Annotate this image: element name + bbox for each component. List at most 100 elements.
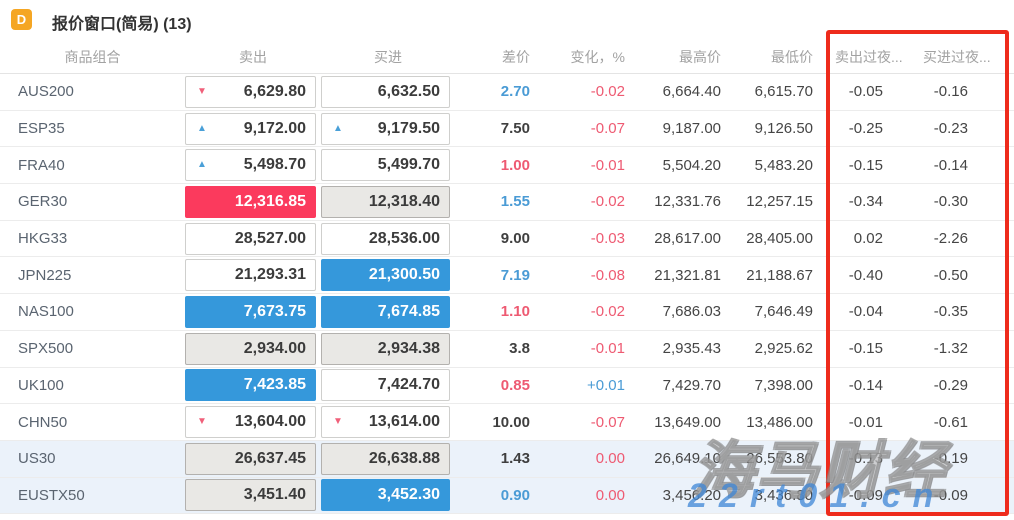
sell-overnight-value: -0.40 <box>848 266 883 284</box>
spread-value: 7.19 <box>500 266 530 284</box>
buy-price-button[interactable]: 12,318.40 <box>321 185 450 218</box>
buy-price-button[interactable]: 5,499.70 <box>321 149 450 182</box>
symbol-label: JPN225 <box>18 266 72 284</box>
sell-price-value: 21,293.31 <box>234 266 306 284</box>
buy-price-button[interactable]: 28,536.00 <box>321 222 450 255</box>
sell-price-button[interactable]: 3,451.40 <box>185 479 316 512</box>
buy-price-button[interactable]: 2,934.38 <box>321 332 450 365</box>
symbol-label: GER30 <box>18 193 68 211</box>
column-header-buy[interactable]: 买进 <box>374 48 402 65</box>
change-value: -0.02 <box>590 83 625 101</box>
buy-price-value: 26,638.88 <box>368 449 440 467</box>
sell-price-button[interactable]: ▼ 6,629.80 <box>185 75 316 108</box>
sell-cell-wrap: ▲ 5,498.70 <box>185 149 321 182</box>
buy-price-button[interactable]: ▲ 9,179.50 <box>321 112 450 145</box>
sell-overnight-value: -0.05 <box>848 83 883 101</box>
buy-overnight-value: -0.19 <box>933 450 968 468</box>
buy-price-button[interactable]: 3,452.30 <box>321 479 450 512</box>
buy-price-value: 28,536.00 <box>368 229 440 247</box>
sell-price-button[interactable]: 7,423.85 <box>185 369 316 402</box>
sell-price-button[interactable]: 21,293.31 <box>185 259 316 292</box>
sell-price-value: 9,172.00 <box>243 119 306 137</box>
spread-value: 2.70 <box>500 83 530 101</box>
column-header-spread[interactable]: 差价 <box>502 48 530 65</box>
symbol-label: NAS100 <box>18 303 74 321</box>
down-arrow-icon: ▼ <box>197 416 207 428</box>
change-value: -0.02 <box>590 193 625 211</box>
buy-price-button[interactable]: 6,632.50 <box>321 75 450 108</box>
spread-value: 0.90 <box>500 486 530 504</box>
buy-price-button[interactable]: 7,674.85 <box>321 295 450 328</box>
table-row[interactable]: SPX500 2,934.00 2,934.38 3.8 -0.01 2,935… <box>0 330 1014 368</box>
window-titlebar: D 报价窗口(简易) (13) <box>0 0 1014 40</box>
low-value: 21,188.67 <box>746 266 813 284</box>
table-row[interactable]: JPN225 21,293.31 21,300.50 7.19 -0.08 21… <box>0 257 1014 295</box>
change-value: -0.03 <box>590 230 625 248</box>
buy-price-button[interactable]: ▼ 13,614.00 <box>321 406 450 439</box>
sell-cell-wrap: 12,316.85 <box>185 185 321 218</box>
table-header: 商品组合 卖出 买进 差价 变化，% 最高价 最低价 卖出过夜... 买进过夜.… <box>0 40 1014 74</box>
sell-cell-wrap: 26,637.45 <box>185 442 321 475</box>
table-row[interactable]: NAS100 7,673.75 7,674.85 1.10 -0.02 7,68… <box>0 294 1014 331</box>
sell-cell-wrap: ▼ 13,604.00 <box>185 406 321 439</box>
sell-overnight-value: 0.02 <box>853 230 883 248</box>
buy-cell-wrap: ▼ 13,614.00 <box>321 406 455 439</box>
column-header-buy-overnight[interactable]: 买进过夜... <box>923 48 991 65</box>
low-value: 28,405.00 <box>746 230 813 248</box>
change-value: +0.01 <box>587 376 625 394</box>
table-row[interactable]: CHN50 ▼ 13,604.00 ▼ 13,614.00 10.00 -0.0… <box>0 404 1014 441</box>
table-row[interactable]: HKG33 28,527.00 28,536.00 9.00 -0.03 28,… <box>0 220 1014 258</box>
column-header-low[interactable]: 最低价 <box>771 48 813 65</box>
change-value: -0.02 <box>590 303 625 321</box>
low-value: 9,126.50 <box>754 120 813 138</box>
column-header-high[interactable]: 最高价 <box>679 48 721 65</box>
table-row[interactable]: US30 26,637.45 26,638.88 1.43 0.00 26,64… <box>0 440 1014 478</box>
table-row[interactable]: AUS200 ▼ 6,629.80 6,632.50 2.70 -0.02 6,… <box>0 74 1014 111</box>
sell-price-button[interactable]: 2,934.00 <box>185 332 316 365</box>
down-arrow-icon: ▼ <box>197 85 207 97</box>
low-value: 6,615.70 <box>754 83 813 101</box>
table-row[interactable]: ESP35 ▲ 9,172.00 ▲ 9,179.50 7.50 -0.07 9… <box>0 110 1014 148</box>
table-row[interactable]: FRA40 ▲ 5,498.70 5,499.70 1.00 -0.01 5,5… <box>0 147 1014 185</box>
sell-price-button[interactable]: ▲ 9,172.00 <box>185 112 316 145</box>
buy-overnight-value: -2.26 <box>933 230 968 248</box>
column-header-change[interactable]: 变化，% <box>570 48 625 65</box>
sell-price-button[interactable]: 12,316.85 <box>185 185 316 218</box>
column-header-sell-overnight[interactable]: 卖出过夜... <box>835 48 903 65</box>
spread-value: 3.8 <box>509 340 530 358</box>
buy-cell-wrap: 7,674.85 <box>321 295 455 328</box>
change-value: -0.07 <box>590 120 625 138</box>
low-value: 26,553.80 <box>746 450 813 468</box>
sell-price-button[interactable]: 7,673.75 <box>185 295 316 328</box>
high-value: 26,649.10 <box>654 450 721 468</box>
high-value: 2,935.43 <box>662 340 721 358</box>
sell-price-value: 6,629.80 <box>243 82 306 100</box>
sell-price-button[interactable]: ▼ 13,604.00 <box>185 406 316 439</box>
sell-price-button[interactable]: 28,527.00 <box>185 222 316 255</box>
sell-price-button[interactable]: 26,637.45 <box>185 442 316 475</box>
buy-price-button[interactable]: 26,638.88 <box>321 442 450 475</box>
sell-cell-wrap: ▲ 9,172.00 <box>185 112 321 145</box>
spread-value: 1.10 <box>500 303 530 321</box>
buy-price-button[interactable]: 7,424.70 <box>321 369 450 402</box>
buy-price-button[interactable]: 21,300.50 <box>321 259 450 292</box>
high-value: 7,686.03 <box>662 303 721 321</box>
table-row[interactable]: UK100 7,423.85 7,424.70 0.85 +0.01 7,429… <box>0 367 1014 405</box>
symbol-label: HKG33 <box>18 230 68 248</box>
buy-overnight-value: -0.50 <box>933 266 968 284</box>
buy-price-value: 21,300.50 <box>368 266 440 284</box>
column-header-sell[interactable]: 卖出 <box>239 48 267 65</box>
table-row[interactable]: EUSTX50 3,451.40 3,452.30 0.90 0.00 3,45… <box>0 477 1014 515</box>
sell-price-button[interactable]: ▲ 5,498.70 <box>185 149 316 182</box>
sell-cell-wrap: 7,423.85 <box>185 369 321 402</box>
sell-overnight-value: -0.01 <box>848 413 883 431</box>
table-row[interactable]: GER30 12,316.85 12,318.40 1.55 -0.02 12,… <box>0 184 1014 221</box>
column-header-symbol[interactable]: 商品组合 <box>64 48 121 65</box>
spread-value: 7.50 <box>500 120 530 138</box>
up-arrow-icon: ▲ <box>197 159 207 171</box>
symbol-label: FRA40 <box>18 156 65 174</box>
spread-value: 1.43 <box>500 450 530 468</box>
change-value: -0.01 <box>590 340 625 358</box>
sell-overnight-value: -0.25 <box>848 120 883 138</box>
